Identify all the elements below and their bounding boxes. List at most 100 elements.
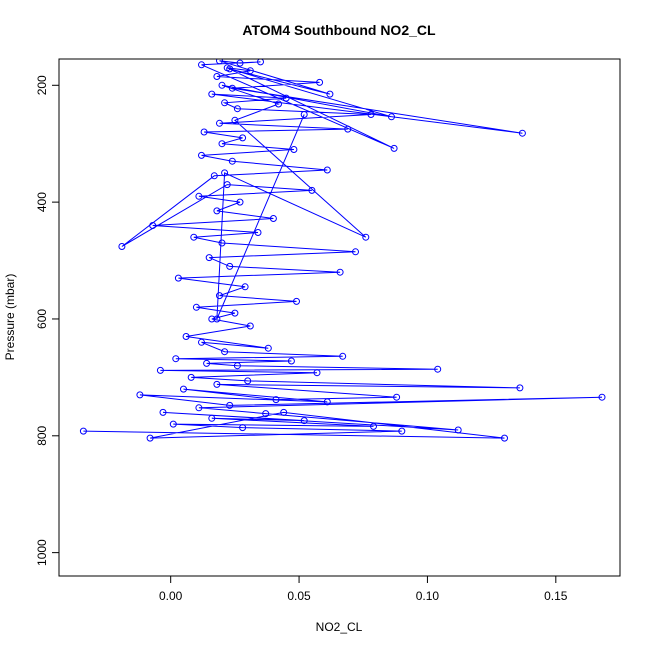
data-point [216,119,223,127]
data-point [180,385,187,393]
data-point [352,248,359,256]
x-tick-label: 0.10 [416,589,440,603]
data-point [280,408,288,416]
data-point [228,157,236,165]
data-point [226,65,234,73]
x-tick-label: 0.00 [159,589,183,603]
data-point [156,366,164,374]
data-point [287,357,295,365]
y-tick-label: 600 [35,309,49,329]
data-point [326,90,334,98]
data-point [221,348,229,356]
data-point [218,81,226,89]
data-point [434,365,442,373]
data-point [290,146,298,153]
data-point [239,424,247,432]
data-point [213,315,221,323]
y-tick-label: 200 [35,75,49,95]
data-point [200,128,208,136]
data-point [231,116,239,124]
data-point [300,417,308,425]
data-point [398,427,406,435]
data-point [393,393,401,401]
data-point [195,404,203,412]
data-point [246,322,254,330]
data-point [182,333,190,340]
data-point [174,274,182,282]
data-point [501,434,508,442]
data-point [190,233,198,241]
y-tick-label: 400 [35,192,49,212]
data-point [210,172,218,180]
data-point [221,169,229,177]
data-point [203,359,211,367]
data-point [516,384,524,392]
data-point [518,129,526,137]
data-point [223,181,231,189]
data-point [316,78,324,86]
data-point [254,229,262,236]
data-point [293,297,300,305]
data-point [208,90,216,98]
data-point [213,380,221,388]
data-point [262,410,270,418]
y-axis: 200 400 600 800 1000 [35,75,60,566]
data-point [323,166,331,174]
data-point [118,243,126,250]
data-point [344,125,352,133]
data-point [233,362,241,370]
data-point [323,398,331,406]
data-point [300,111,308,118]
data-point [598,393,606,401]
data-point [146,434,154,442]
data-point [236,198,244,206]
x-axis: 0.00 0.05 0.10 0.15 [159,575,568,603]
data-point [79,427,87,435]
data-point [339,352,347,360]
data-point [362,233,370,241]
data-point [241,283,249,291]
data-point [192,303,200,311]
data-point [228,84,236,92]
data-point [216,292,223,300]
data-point [308,186,316,194]
data-point [216,59,223,65]
data-point [159,408,167,416]
data-point [208,414,216,422]
data-point [239,134,247,142]
data-point [454,426,462,434]
data-point [169,420,177,428]
data-point [269,215,277,222]
data-point [370,422,377,430]
data-point [136,391,144,399]
data-point [226,262,234,270]
data-point [367,111,375,118]
data-point [149,222,157,229]
data-point [213,207,221,215]
data-point [233,105,241,113]
data-point [236,59,244,67]
data-point [195,192,203,200]
x-tick-label: 0.05 [287,589,311,603]
data-point [231,309,239,317]
data-point [264,344,272,352]
data-point [336,268,344,276]
data-point [198,338,205,346]
data-point [257,59,264,66]
data-point [313,369,321,377]
data-point [246,67,254,75]
data-point [172,355,180,363]
data-point [205,254,213,262]
y-axis-label: Pressure (mbar) [3,274,17,361]
data-point [390,144,398,152]
data-point [221,99,229,107]
series-line [83,60,603,439]
data-point [208,315,216,323]
data-point [187,373,195,381]
y-tick-label: 1000 [35,539,49,566]
data-point [388,113,395,121]
plot-area [79,59,606,442]
data-point [198,151,205,159]
chart-title: ATOM4 Southbound NO2_CL [242,22,436,38]
